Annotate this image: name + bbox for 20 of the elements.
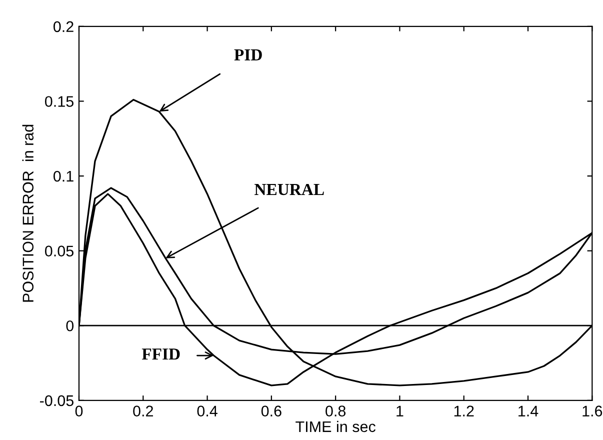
x-tick-label: 1.6	[582, 406, 602, 416]
x-tick-label: 1.4	[518, 406, 538, 416]
y-tick-label: 0.05	[44, 246, 74, 256]
x-tick-label: 0.4	[197, 406, 218, 416]
y-axis-title: POSITION ERROR in rad	[22, 124, 34, 302]
x-tick-label: 0.6	[261, 406, 282, 416]
x-tick-label: 1.2	[454, 406, 474, 416]
annotation: PID	[234, 49, 262, 60]
x-tick-label: 1	[396, 406, 404, 416]
y-tick-label: 0.1	[53, 170, 74, 182]
y-tick-label: -0.05	[40, 395, 74, 406]
annotation: FFID	[142, 348, 180, 360]
y-tick-label: 0.2	[53, 21, 74, 32]
y-tick-label: 0	[66, 320, 74, 332]
y-tick-label: 0.15	[44, 96, 74, 107]
annotation: NEURAL	[254, 184, 324, 196]
x-tick-label: 0.8	[326, 406, 346, 416]
x-tick-label: 0.2	[133, 406, 153, 416]
x-tick-label: 0	[75, 406, 83, 416]
x-axis-title: TIME in sec	[296, 420, 376, 432]
